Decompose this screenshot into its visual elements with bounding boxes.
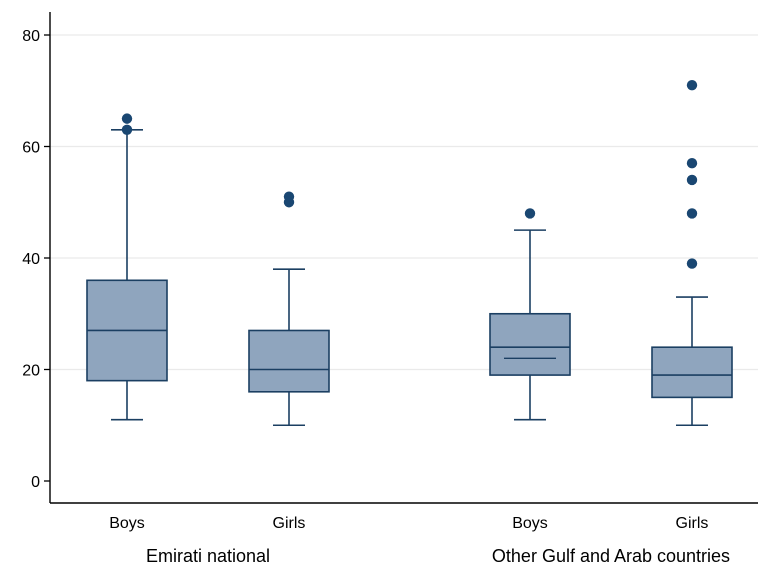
group-label: Emirati national — [146, 546, 270, 566]
category-label: Boys — [109, 515, 145, 532]
outlier-point — [686, 79, 698, 91]
box-body — [248, 329, 330, 393]
gridlines — [50, 34, 758, 371]
box-body — [651, 346, 733, 399]
category-label: Boys — [512, 515, 548, 532]
axes — [44, 12, 758, 504]
boxes — [86, 79, 733, 427]
box-body — [489, 312, 571, 376]
category-label: Girls — [273, 515, 306, 532]
outlier-point — [121, 113, 133, 124]
outlier-point — [686, 258, 698, 269]
category-label: Girls — [676, 515, 709, 532]
box-other-gulf-and-arab-countries-girls — [651, 79, 733, 427]
outlier-point — [686, 174, 698, 186]
y-tick-label: 0 — [31, 474, 40, 491]
box-other-gulf-and-arab-countries-boys — [489, 208, 571, 421]
y-tick-label: 80 — [22, 28, 40, 45]
y-tick-label: 60 — [22, 140, 40, 157]
box-emirati-national-girls — [248, 191, 330, 427]
outlier-point — [283, 191, 295, 202]
outlier-point — [121, 124, 133, 135]
box-emirati-national-boys — [86, 113, 168, 421]
y-tick-label: 40 — [22, 251, 40, 268]
outlier-point — [686, 158, 698, 169]
outlier-point — [524, 208, 536, 219]
y-tick-label: 20 — [22, 363, 40, 380]
group-label: Other Gulf and Arab countries — [492, 546, 730, 566]
outlier-point — [686, 208, 698, 219]
